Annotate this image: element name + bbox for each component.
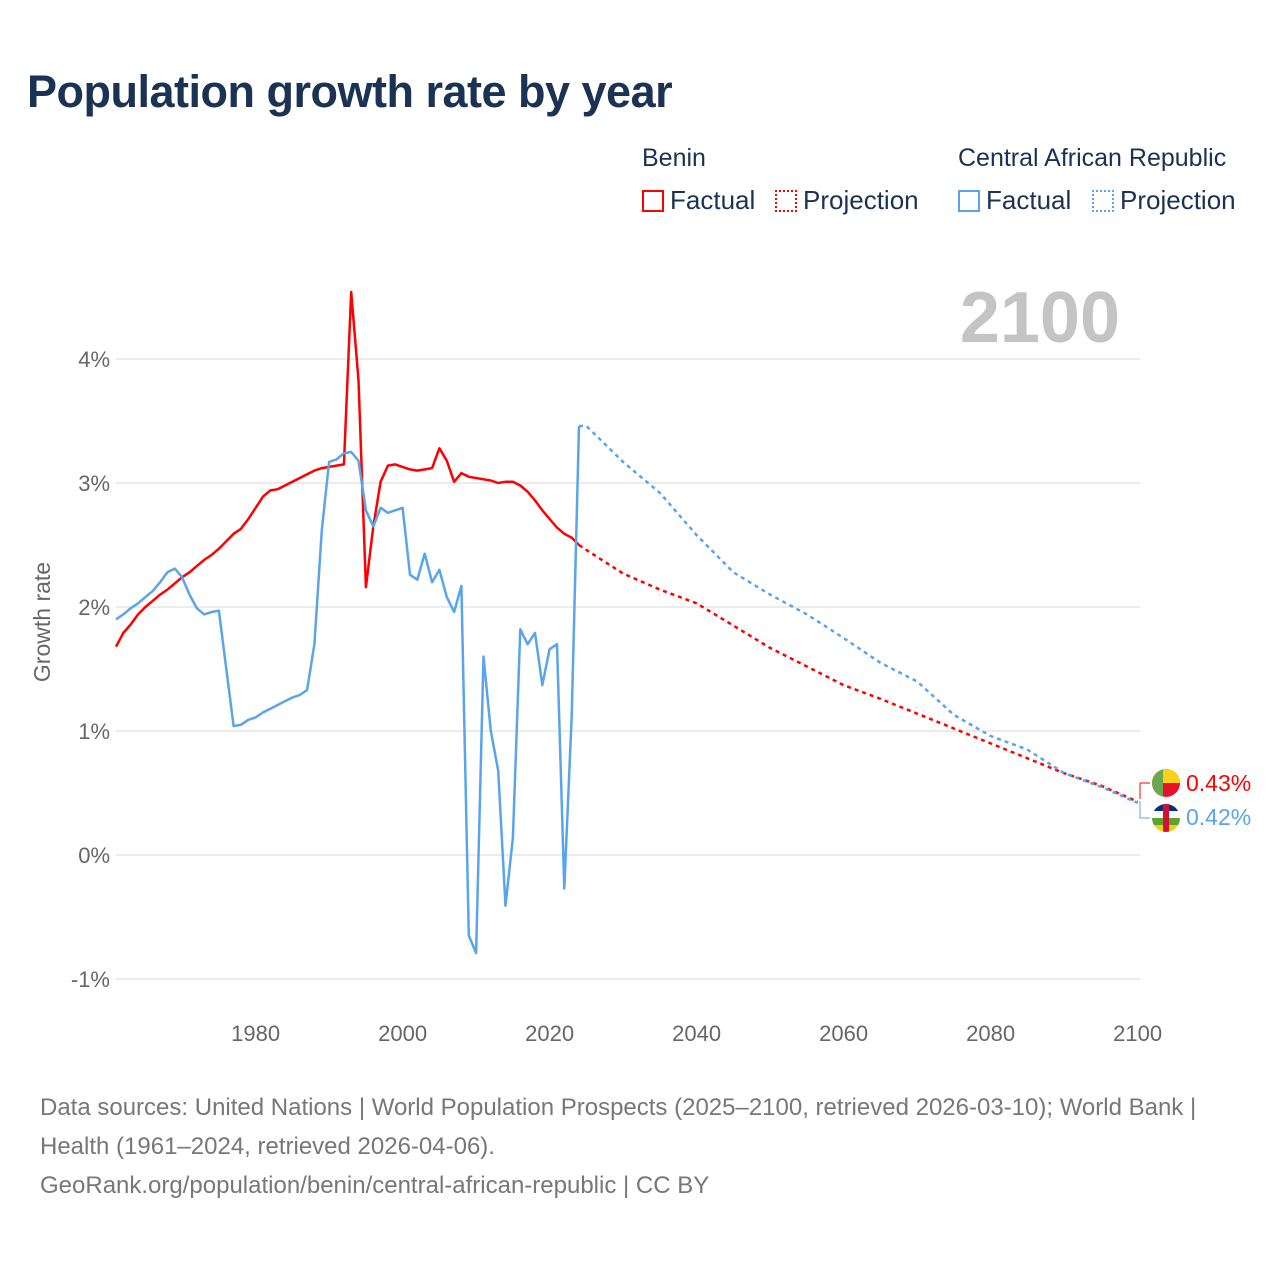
data-sources: Data sources: United Nations | World Pop… [40, 1094, 1197, 1160]
dotted-swatch-icon [1092, 189, 1114, 212]
legend-label: Projection [803, 185, 919, 215]
car-projection-line [579, 424, 1139, 805]
legend-label: Factual [986, 185, 1072, 215]
benin-end-value: 0.43% [1186, 770, 1251, 796]
current-year-label: 2100 [960, 278, 1120, 358]
y-axis-label: Growth rate [29, 562, 55, 682]
x-tick-label: 2060 [819, 1021, 868, 1046]
legend-car-factual[interactable]: Factual [958, 185, 1071, 216]
y-tick-label: -1% [71, 967, 110, 992]
car-flag-icon [1152, 804, 1180, 832]
car-end-connector [1139, 801, 1150, 819]
x-tick-label: 2040 [672, 1021, 721, 1046]
legend-car-projection[interactable]: Projection [1092, 185, 1236, 216]
x-tick-label: 2020 [525, 1021, 574, 1046]
y-tick-label: 2% [78, 595, 110, 620]
solid-swatch-icon [642, 189, 664, 212]
x-tick-label: 2100 [1113, 1021, 1162, 1046]
footer: Data sources: United Nations | World Pop… [40, 1088, 1240, 1205]
x-tick-label: 2000 [378, 1021, 427, 1046]
car-factual-line [115, 425, 581, 955]
solid-swatch-icon [958, 189, 980, 212]
benin-projection-line [578, 543, 1139, 803]
benin-factual-line [114, 290, 580, 648]
line-chart: -1% 0% 1% 2% 3% 4% 1980 2000 2020 2040 2060 2080 210… [29, 278, 1251, 1046]
y-tick-label: 4% [78, 347, 110, 372]
y-tick-label: 1% [78, 719, 110, 744]
y-tick-label: 0% [78, 843, 110, 868]
legend-label: Projection [1120, 185, 1236, 215]
legend-label: Factual [670, 185, 756, 215]
y-tick-label: 3% [78, 471, 110, 496]
source-url[interactable]: GeoRank.org/population/benin/central-afr… [40, 1172, 710, 1199]
legend-benin-projection[interactable]: Projection [775, 185, 919, 216]
legend-benin-factual[interactable]: Factual [642, 185, 755, 216]
legend-group-car: Central African Republic [958, 144, 1227, 172]
chart-title: Population growth rate by year [27, 66, 673, 117]
legend-group-benin: Benin [642, 144, 706, 172]
car-end-value: 0.42% [1186, 804, 1251, 830]
x-tick-label: 1980 [231, 1021, 280, 1046]
dotted-swatch-icon [775, 189, 797, 212]
x-tick-label: 2080 [966, 1021, 1015, 1046]
benin-flag-icon [1152, 769, 1180, 797]
benin-end-connector [1139, 782, 1150, 819]
